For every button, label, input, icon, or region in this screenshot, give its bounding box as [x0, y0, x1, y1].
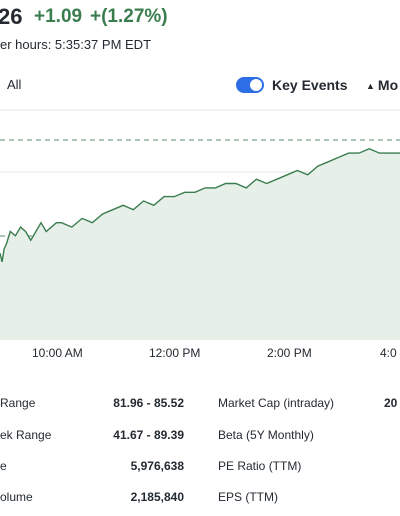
price-change-percent: +(1.27%) [90, 6, 168, 27]
x-tick-label: 2:00 PM [267, 346, 312, 360]
stat-value-day-range: 81.96 - 85.52 [113, 396, 184, 410]
current-price: 26 [0, 4, 23, 29]
stat-label-beta: Beta (5Y Monthly) [218, 428, 314, 442]
key-events-label[interactable]: Key Events [272, 77, 348, 93]
price-area [0, 148, 400, 340]
stat-value-avg-volume: 2,185,840 [130, 490, 184, 504]
more-label: Mo [377, 77, 399, 93]
stat-label-pe-ratio: PE Ratio (TTM) [218, 459, 302, 473]
toggle-knob [250, 79, 262, 91]
stat-value-market-cap: 20 [384, 396, 398, 410]
stat-label-avg-volume: olume [0, 490, 33, 504]
stat-label-day-range: Range [0, 396, 36, 410]
more-button[interactable]: ▲ Mo [366, 77, 398, 93]
x-tick-label: 10:00 AM [32, 346, 83, 360]
key-events-toggle[interactable] [236, 77, 264, 93]
x-tick-label: 4:0 [380, 346, 397, 360]
range-button-all[interactable]: All [7, 77, 22, 92]
price-change: +1.09 [34, 6, 83, 27]
price-chart[interactable] [0, 100, 400, 340]
stat-label-52wk-range: ek Range [0, 428, 52, 442]
stat-label-market-cap: Market Cap (intraday) [218, 396, 335, 410]
stat-label-volume: e [0, 459, 7, 473]
stat-value-52wk-range: 41.67 - 89.39 [113, 428, 184, 442]
stat-label-eps: EPS (TTM) [218, 490, 278, 504]
stat-value-volume: 5,976,638 [130, 459, 184, 473]
x-tick-label: 12:00 PM [149, 346, 201, 360]
after-hours-timestamp: er hours: 5:35:37 PM EDT [0, 37, 152, 52]
price-line [0, 147, 400, 263]
mountain-chart-icon: ▲ [366, 81, 375, 91]
